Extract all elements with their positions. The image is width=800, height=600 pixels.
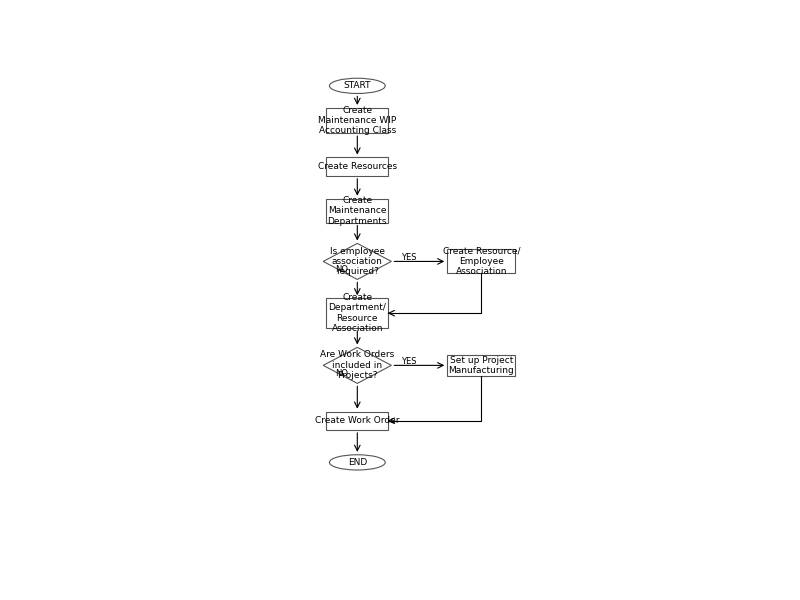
Text: Create Work Order: Create Work Order [315,416,399,425]
Polygon shape [323,347,391,383]
Ellipse shape [330,78,386,94]
Text: Create
Department/
Resource
Association: Create Department/ Resource Association [328,293,386,333]
Text: END: END [348,458,367,467]
Text: Is employee
association
required?: Is employee association required? [330,247,385,277]
Text: Create Resource/
Employee
Association: Create Resource/ Employee Association [442,247,520,277]
Text: NO: NO [335,265,348,274]
Bar [326,412,388,430]
Bar [326,108,388,133]
Bar [326,157,388,176]
Ellipse shape [330,455,386,470]
Bar [326,298,388,328]
Bar [447,250,515,274]
Text: Create
Maintenance WIP
Accounting Class: Create Maintenance WIP Accounting Class [318,106,397,136]
Text: YES: YES [401,253,417,262]
Bar [326,199,388,223]
Text: Create
Maintenance
Departments: Create Maintenance Departments [327,196,387,226]
Text: Are Work Orders
included in
Projects?: Are Work Orders included in Projects? [320,350,394,380]
Bar [447,355,515,376]
Text: YES: YES [401,357,417,366]
Text: NO: NO [335,369,348,378]
Polygon shape [323,244,391,280]
Text: START: START [343,82,371,91]
Text: Create Resources: Create Resources [318,162,397,171]
Text: Set up Project
Manufacturing: Set up Project Manufacturing [449,356,514,375]
